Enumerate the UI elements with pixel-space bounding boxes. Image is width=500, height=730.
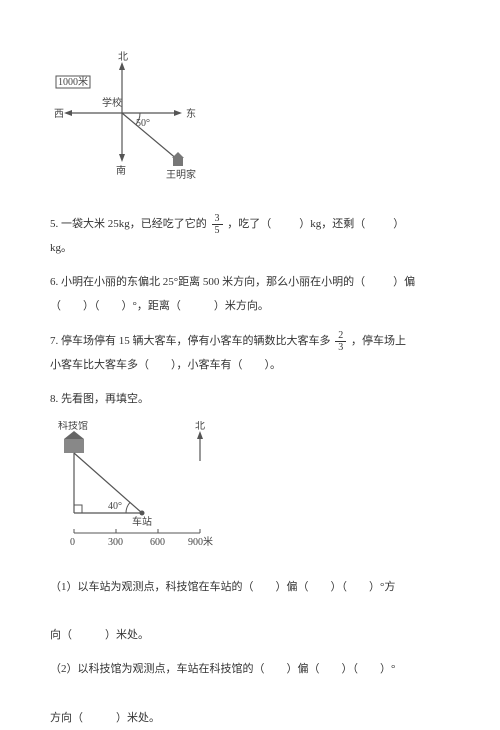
question-5: 5. 一袋大米 25kg，已经吃了它的 3 5 ，吃了（）kg，还剩（） kg。 [50,212,450,260]
q7-fraction: 2 3 [335,330,346,353]
west-label: 西 [54,109,64,120]
tick-2: 600 [150,537,165,548]
tick-0: 0 [70,537,75,548]
question-8-title: 8. 先看图，再填空。 [50,387,450,411]
question-6: 6. 小明在小丽的东偏北 25°距离 500 米方向，那么小丽在小明的（）偏 （… [50,270,450,318]
angle-label: 50° [136,118,150,129]
diagram-tech-station: 科技馆 北 40° 车站 0 300 600 900米 [50,421,450,559]
angle2-label: 40° [108,501,122,512]
question-8-2: （2）以科技馆为观测点，车站在科技馆的（ ）偏（ ）（ ）° 方向（ ）米处。 [50,657,450,730]
tech-label: 科技馆 [58,421,88,432]
north-label: 北 [118,51,128,63]
tick-3: 900米 [188,535,213,548]
east-label: 东 [186,107,196,120]
station-label: 车站 [132,515,152,528]
q5-prefix: 5. 一袋大米 25kg，已经吃了它的 [50,218,207,230]
tick-1: 300 [108,537,123,548]
south-label: 南 [116,164,126,177]
school-label: 学校 [102,96,122,109]
question-7: 7. 停车场停有 15 辆大客车，停有小客车的辆数比大客车多 2 3 ，停车场上… [50,329,450,377]
diagram-compass-school: 1000米 北 西 东 南 学校 50° 王明家 [50,48,450,196]
q5-fraction: 3 5 [212,213,223,236]
question-8-1: （1）以车站为观测点，科技馆在车站的（ ）偏（ ）（ ）°方 向（ ）米处。 [50,575,450,648]
north2-label: 北 [195,421,205,432]
scale-label: 1000米 [58,75,88,88]
home-label: 王明家 [166,168,196,181]
